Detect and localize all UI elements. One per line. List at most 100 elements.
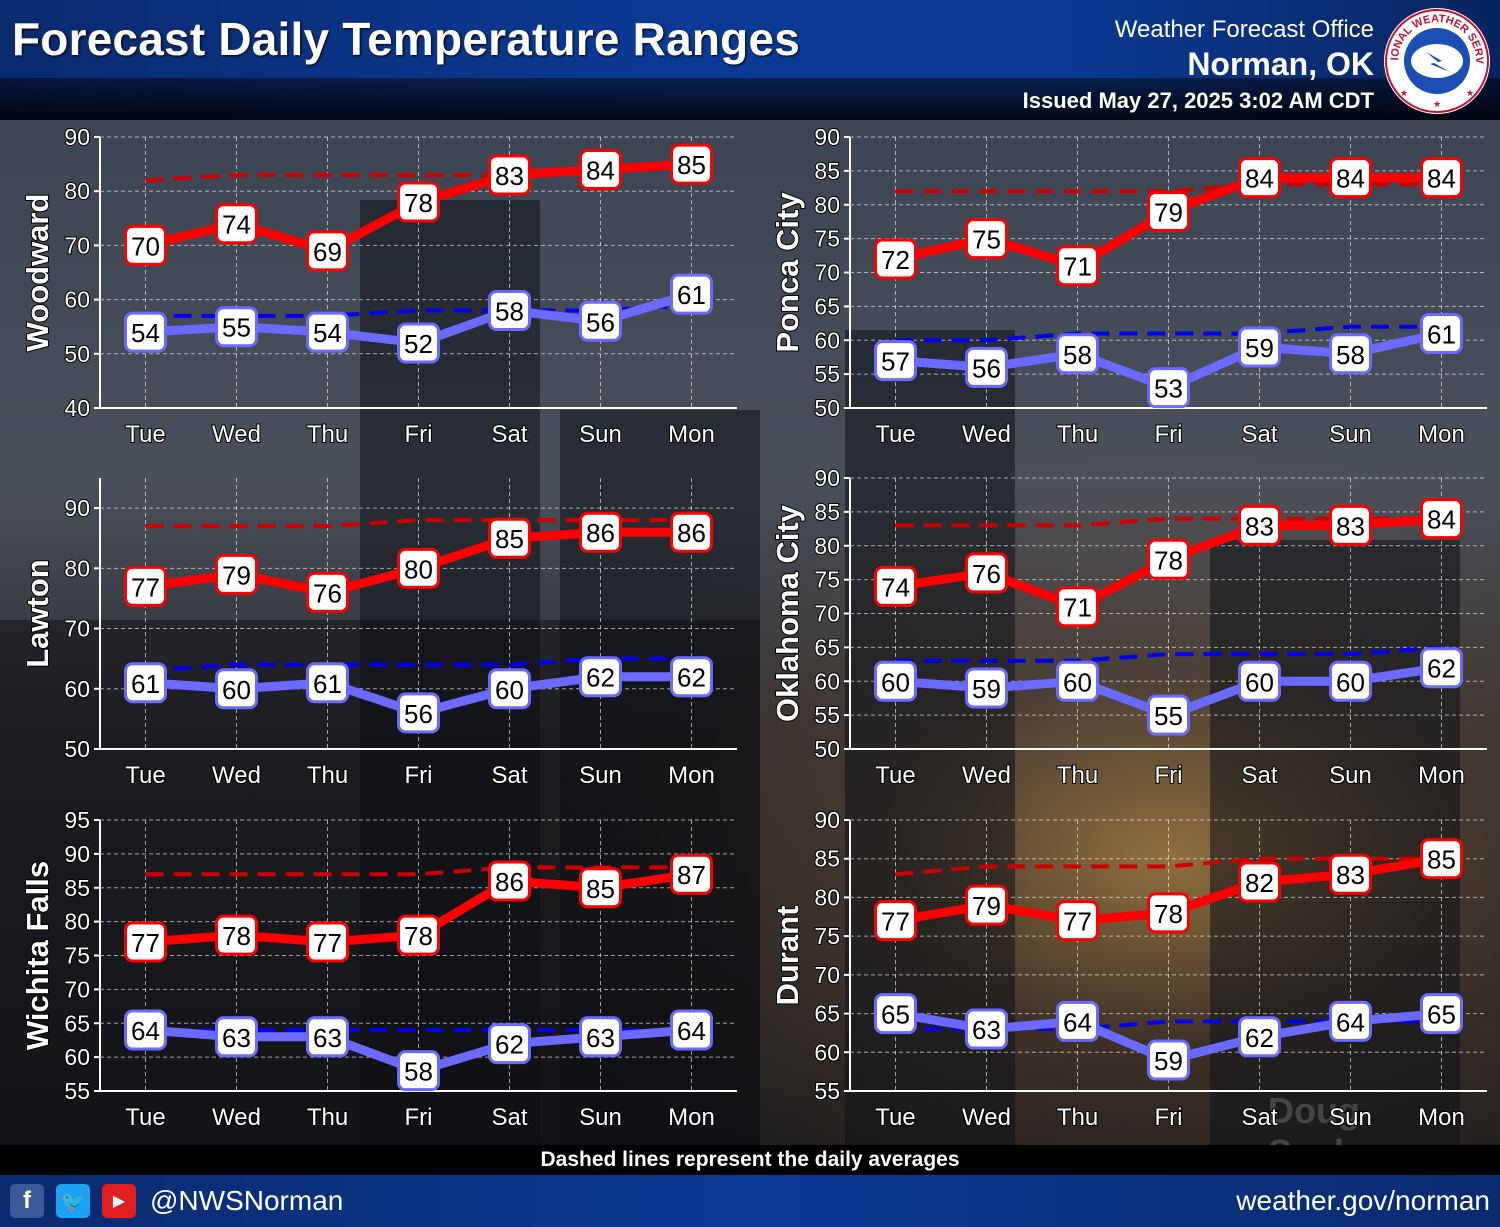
low-temp-point-box	[1238, 326, 1281, 368]
high-temp-point-box	[215, 553, 258, 595]
x-tick-label: Thu	[307, 421, 348, 448]
low-temp-point-label: 55	[222, 313, 251, 343]
low-temp-point: 64	[670, 1009, 713, 1051]
high-temp-point-label: 83	[1245, 511, 1274, 541]
high-temp-point: 83	[1329, 853, 1372, 895]
y-tick-label: 70	[814, 962, 840, 988]
low-temp-point: 62	[1238, 1016, 1281, 1058]
high-temp-point-box	[397, 914, 440, 956]
facebook-icon[interactable]: f	[10, 1184, 44, 1218]
x-tick-label: Wed	[212, 762, 261, 789]
station-label: Lawton	[20, 559, 55, 668]
station-label: Durant	[770, 906, 805, 1006]
high-temp-point-label: 70	[131, 231, 160, 261]
high-temp-point-label: 78	[1154, 545, 1183, 575]
averages-note: Dashed lines represent the daily average…	[0, 1145, 1500, 1175]
low-temp-point-box	[397, 1050, 440, 1092]
low-temp-point: 64	[1329, 1000, 1372, 1042]
high-temp-point-box	[1238, 504, 1281, 546]
x-tick-label: Tue	[875, 762, 915, 789]
low-temp-point-label: 62	[677, 663, 706, 693]
high-temp-point-label: 86	[677, 518, 706, 548]
low-temp-point-label: 56	[972, 353, 1001, 383]
low-temp-point: 54	[124, 311, 167, 353]
high-temp-point-box	[1238, 157, 1281, 199]
x-tick-label: Mon	[1418, 762, 1465, 789]
high-temp-point-label: 84	[1245, 164, 1274, 194]
y-tick-label: 60	[64, 287, 90, 313]
high-temp-point: 71	[1056, 586, 1099, 628]
low-temp-point-box	[874, 660, 917, 702]
low-temp-point: 57	[874, 340, 917, 382]
high-temp-point: 71	[1056, 245, 1099, 287]
low-temp-point-label: 56	[404, 699, 433, 729]
y-tick-label: 85	[814, 499, 840, 525]
twitter-icon[interactable]: 🐦	[56, 1184, 90, 1218]
y-tick-label: 70	[64, 232, 90, 258]
high-temp-point: 85	[488, 517, 531, 559]
x-tick-label: Sat	[1241, 762, 1277, 789]
y-tick-label: 60	[64, 1044, 90, 1070]
y-tick-label: 90	[64, 841, 90, 867]
social-handle[interactable]: @NWSNorman	[150, 1185, 344, 1216]
low-temp-point: 56	[579, 300, 622, 342]
high-temp-point-box	[1147, 538, 1190, 580]
high-temp-point-box	[397, 181, 440, 223]
x-tick-label: Tue	[875, 421, 915, 448]
high-temp-point-label: 77	[131, 928, 160, 958]
y-tick-label: 85	[814, 846, 840, 872]
y-tick-label: 80	[64, 909, 90, 935]
x-tick-label: Sat	[1241, 1104, 1277, 1131]
y-tick-label: 85	[64, 875, 90, 901]
website-link[interactable]: weather.gov/norman	[1236, 1185, 1490, 1216]
high-temp-point: 74	[874, 565, 917, 607]
youtube-icon[interactable]: ▶	[102, 1184, 136, 1218]
high-temp-point-box	[874, 565, 917, 607]
high-temp-point-box	[488, 154, 531, 196]
high-temp-point-label: 75	[972, 225, 1001, 255]
low-temp-point-box	[670, 1009, 713, 1051]
low-temp-point-label: 63	[313, 1023, 342, 1053]
station-label: Woodward	[20, 194, 55, 352]
y-tick-label: 50	[64, 341, 90, 367]
x-tick-label: Fri	[1155, 1104, 1183, 1131]
station-chart-durant: 55 60 65 70 75 80 85 90 Tue Wed Thu Fri Sat Sun Mon Dur…	[769, 806, 1487, 1132]
header-band	[0, 78, 1500, 120]
high-temp-point-label: 72	[881, 245, 910, 275]
low-temp-point-box	[306, 311, 349, 353]
x-tick-label: Fri	[405, 1104, 433, 1131]
high-temp-point-label: 87	[677, 860, 706, 890]
high-temp-point: 77	[874, 900, 917, 942]
low-temp-point-box	[124, 1009, 167, 1051]
low-temp-point-label: 64	[677, 1016, 706, 1046]
social-links: f 🐦 ▶ @NWSNorman	[10, 1182, 343, 1220]
x-tick-label: Fri	[405, 762, 433, 789]
y-tick-label: 80	[64, 555, 90, 581]
high-temp-point: 84	[1329, 157, 1372, 199]
low-temp-point-label: 54	[313, 318, 342, 348]
header-bar: Forecast Daily Temperature Ranges Weathe…	[0, 0, 1500, 120]
high-temp-point-box	[1329, 853, 1372, 895]
low-temp-point-box	[579, 300, 622, 342]
low-temp-point-label: 57	[881, 347, 910, 377]
low-temp-point: 55	[1147, 694, 1190, 736]
x-tick-label: Thu	[1057, 1104, 1098, 1131]
low-temp-point-box	[215, 1016, 258, 1058]
low-temp-point-label: 64	[1063, 1007, 1092, 1037]
high-temp-point-box	[1420, 838, 1463, 880]
high-temp-point-box	[579, 867, 622, 909]
x-tick-label: Wed	[962, 421, 1011, 448]
y-tick-label: 50	[814, 395, 840, 421]
low-temp-point-label: 62	[1245, 1023, 1274, 1053]
x-tick-label: Fri	[405, 421, 433, 448]
low-temp-point-label: 56	[586, 307, 615, 337]
low-temp-point-label: 63	[222, 1023, 251, 1053]
y-tick-label: 50	[814, 736, 840, 762]
low-temp-point-label: 61	[131, 669, 160, 699]
high-temp-point-box	[1147, 191, 1190, 233]
high-temp-point: 83	[1329, 504, 1372, 546]
low-temp-point-label: 52	[404, 329, 433, 359]
high-temp-point-box	[124, 224, 167, 266]
low-temp-point-box	[965, 346, 1008, 388]
